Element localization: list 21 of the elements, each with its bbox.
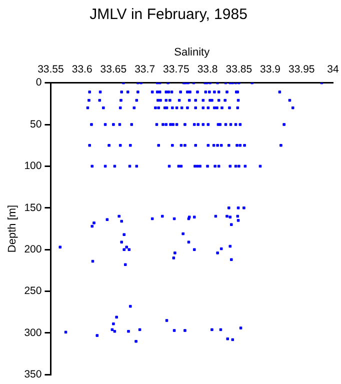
y-axis-title: Depth [m] [6, 204, 19, 253]
x-tick-label: 33.9 [260, 63, 281, 76]
chart-title: JMLV in February, 1985 [90, 6, 248, 24]
x-tick-label: 33.95 [288, 63, 315, 76]
y-tick-label: 150 [24, 202, 42, 214]
y-tick-label: 50 [30, 118, 42, 130]
x-tick-label: 33.55 [38, 63, 64, 76]
y-tick-label: 300 [24, 326, 42, 339]
x-tick-label: 33.65 [100, 63, 127, 76]
x-tick-label: 33.75 [163, 63, 190, 76]
x-tick-label: 33.8 [197, 63, 218, 76]
y-tick-label: 350 [24, 368, 42, 381]
y-tick-label: 100 [24, 160, 42, 172]
x-tick-label: 33.6 [72, 63, 92, 76]
y-tick-label: 250 [24, 285, 42, 298]
x-tick-label: 33.85 [226, 63, 252, 76]
y-tick-label: 200 [24, 243, 42, 256]
x-tick-label: 33.7 [134, 63, 156, 76]
y-tick-label: 0 [36, 76, 42, 89]
x-axis-title: Salinity [174, 46, 210, 59]
x-tick-label: 34 [327, 63, 339, 76]
